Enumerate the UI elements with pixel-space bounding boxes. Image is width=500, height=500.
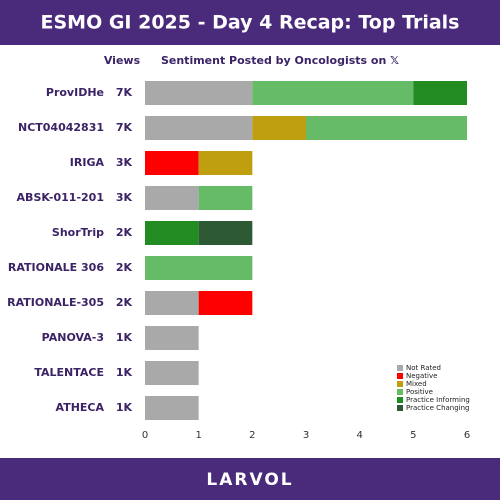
bar-segment (198, 186, 253, 210)
bar-segment (252, 116, 306, 140)
views-label: 1K (116, 331, 133, 344)
bar-segment (145, 151, 199, 175)
bar-segment (252, 81, 414, 105)
views-label: 2K (116, 296, 133, 309)
x-tick-label: 4 (356, 430, 362, 441)
category-label: IRIGA (70, 156, 105, 169)
views-label: 3K (116, 191, 133, 204)
category-label: PANOVA-3 (42, 331, 104, 344)
category-label: ShorTrip (52, 226, 104, 239)
category-label: TALENTACE (34, 366, 104, 379)
bar-segment (198, 291, 253, 315)
category-label: RATIONALE 306 (8, 261, 104, 274)
bar-segment (145, 221, 199, 245)
category-label: ATHECA (56, 401, 105, 414)
chart-title: ESMO GI 2025 - Day 4 Recap: Top Trials (41, 12, 460, 34)
sentiment-header: Sentiment Posted by Oncologists on 𝕏 (161, 54, 399, 67)
views-label: 2K (116, 261, 133, 274)
category-label: NCT04042831 (18, 121, 104, 134)
bar-segment (306, 116, 467, 140)
x-tick-label: 2 (249, 430, 255, 441)
category-label: ABSK-011-201 (17, 191, 104, 204)
legend-swatch (397, 405, 403, 411)
legend-swatch (397, 389, 403, 395)
x-tick-label: 0 (142, 430, 148, 441)
views-label: 3K (116, 156, 133, 169)
legend-swatch (397, 397, 403, 403)
bar-segment (145, 186, 199, 210)
legend-label: Practice Changing (406, 404, 470, 412)
views-header: Views (104, 54, 141, 67)
legend-label: Practice Informing (406, 396, 470, 404)
legend-label: Mixed (406, 380, 427, 388)
bar-segment (198, 151, 253, 175)
bar-segment (413, 81, 467, 105)
legend-label: Positive (406, 388, 433, 396)
category-label: RATIONALE-305 (7, 296, 104, 309)
bar-segment (145, 326, 199, 350)
views-label: 2K (116, 226, 133, 239)
legend-label: Negative (406, 372, 437, 380)
legend-swatch (397, 373, 403, 379)
bar-segment (198, 221, 253, 245)
x-tick-label: 1 (195, 430, 201, 441)
legend-label: Not Rated (406, 364, 441, 372)
footer-banner (0, 458, 500, 500)
bar-segment (145, 256, 253, 280)
x-tick-label: 6 (464, 430, 470, 441)
x-tick-label: 5 (410, 430, 416, 441)
legend-swatch (397, 365, 403, 371)
views-label: 7K (116, 86, 133, 99)
legend-swatch (397, 381, 403, 387)
bar-segment (145, 291, 199, 315)
views-label: 1K (116, 401, 133, 414)
views-label: 1K (116, 366, 133, 379)
bar-segment (145, 116, 253, 140)
bar-segment (145, 396, 199, 420)
bar-segment (145, 361, 199, 385)
category-label: ProvIDHe (46, 86, 104, 99)
views-label: 7K (116, 121, 133, 134)
footer-brand: LARVOL (206, 470, 293, 490)
title-banner (0, 0, 500, 45)
x-tick-label: 3 (303, 430, 309, 441)
bar-segment (145, 81, 253, 105)
